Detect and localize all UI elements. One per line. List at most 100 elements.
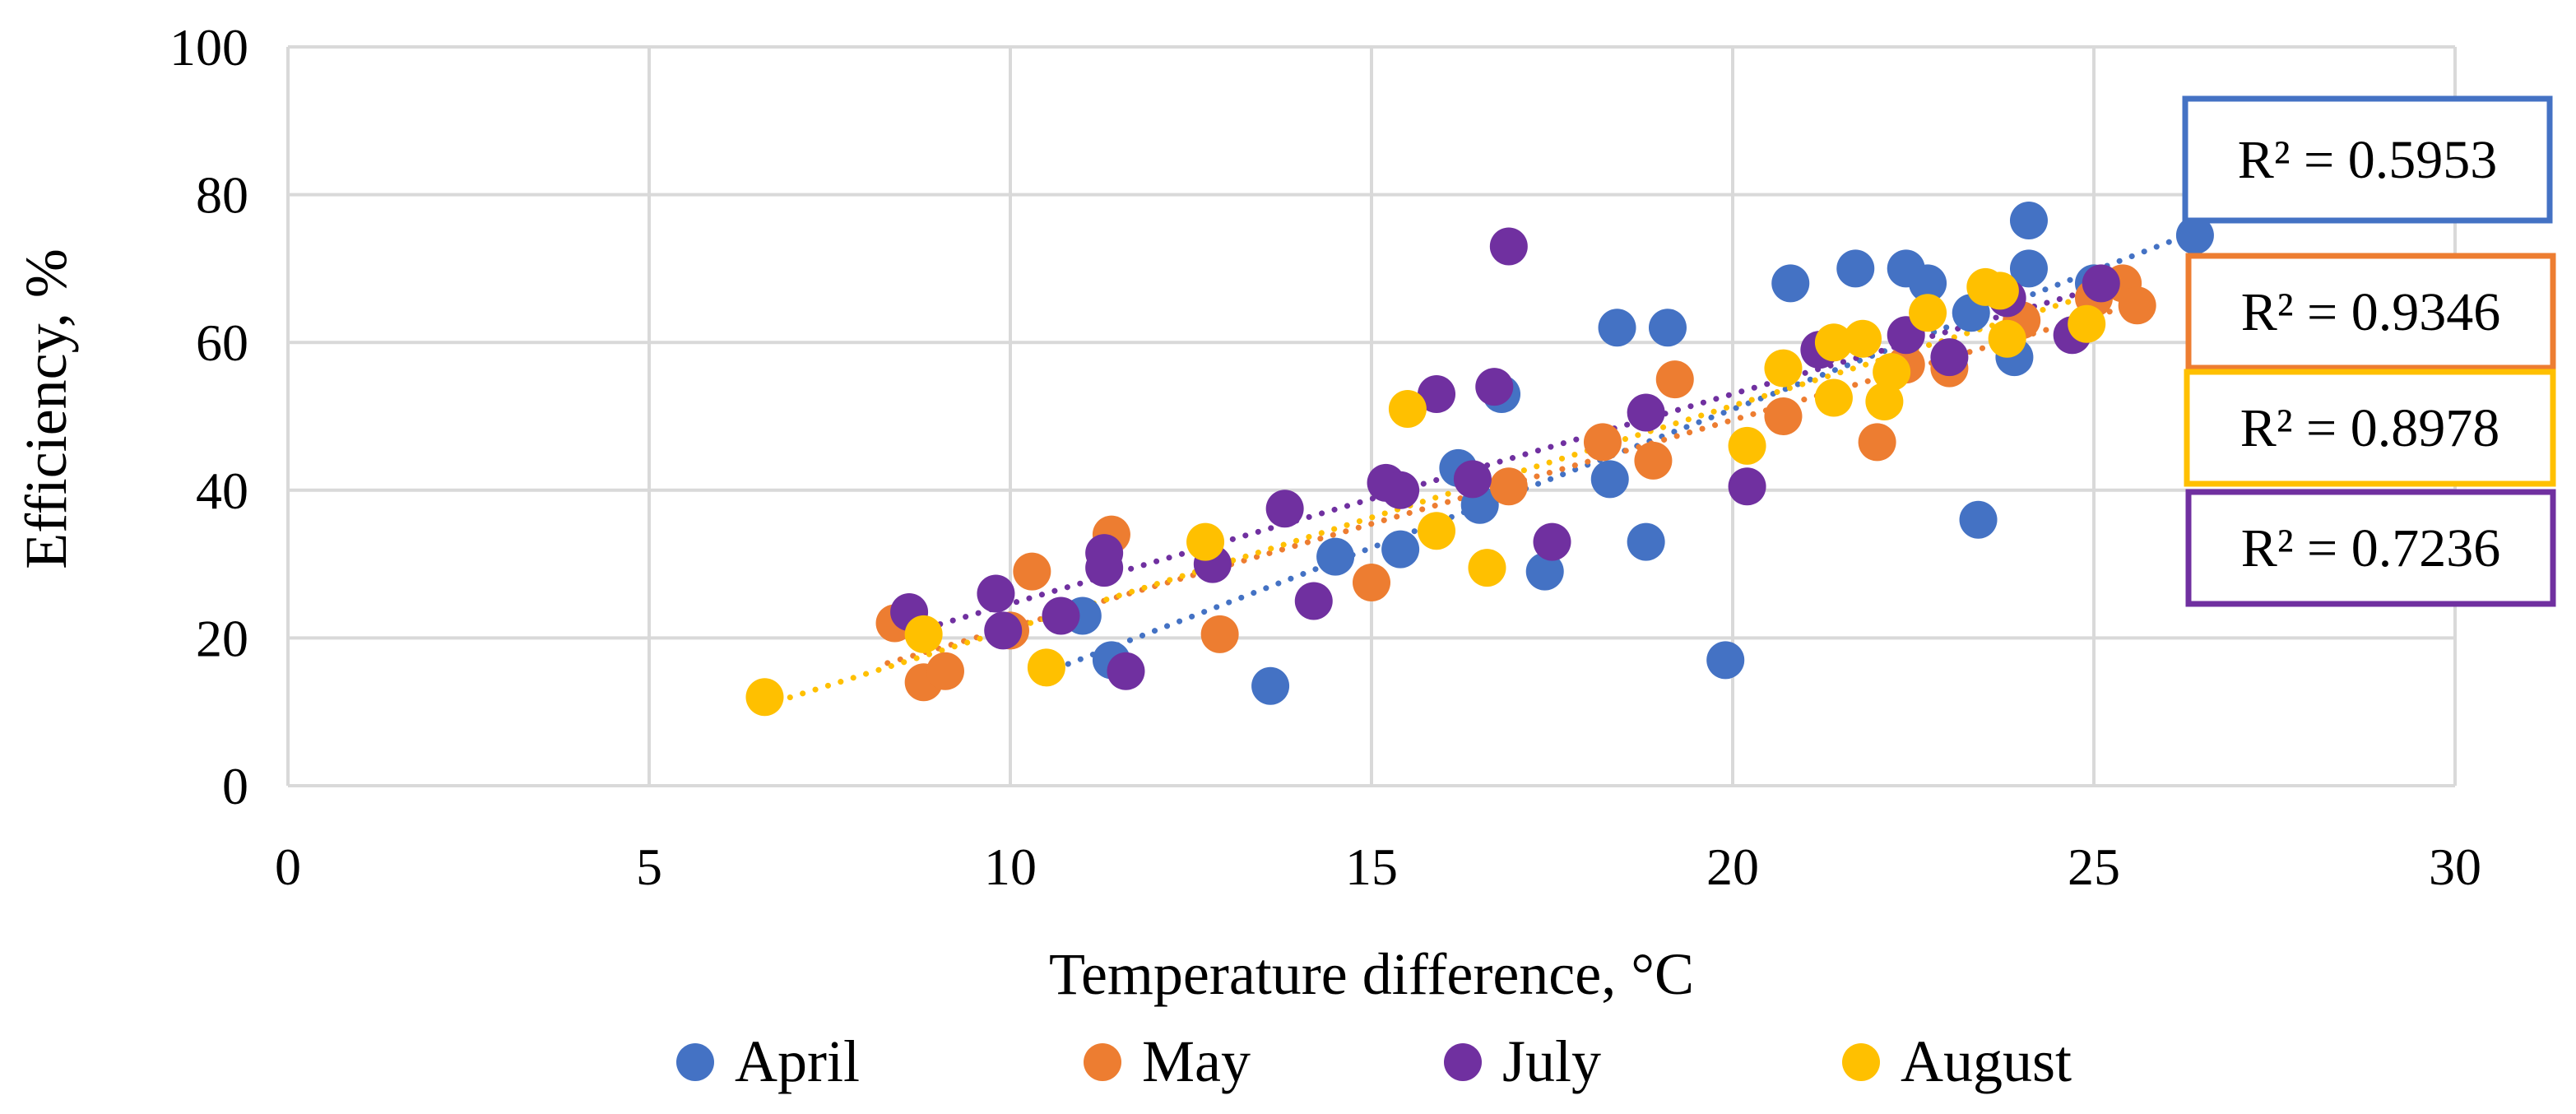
point-april: [1590, 460, 1629, 499]
point-august: [2068, 304, 2106, 343]
y-tick-label: 60: [196, 313, 248, 372]
legend-item-may: May: [1084, 1028, 1251, 1094]
x-tick-label: 5: [636, 838, 662, 896]
point-july: [1728, 467, 1766, 506]
r-squared-labels: R² = 0.5953 R² = 0.9346 R² = 0.8978 R² = 0.…: [2182, 95, 2556, 607]
point-august: [1988, 319, 2026, 358]
point-april: [2175, 216, 2214, 254]
r2-label-july: R² = 0.7236: [2185, 489, 2556, 607]
legend-label: August: [1901, 1028, 2072, 1094]
data-points: [745, 202, 2214, 717]
y-axis-title: Efficiency, %: [13, 248, 79, 569]
x-tick-label: 10: [984, 838, 1037, 896]
y-tick-label: 0: [222, 757, 248, 815]
point-may: [1200, 615, 1239, 653]
r2-value: R² = 0.5953: [2238, 130, 2498, 190]
y-tick-label: 80: [196, 166, 248, 225]
point-april: [1525, 552, 1564, 591]
x-tick-label: 25: [2068, 838, 2120, 896]
point-august: [1027, 648, 1065, 687]
r2-box: [2185, 489, 2556, 607]
legend: April May July August: [676, 1028, 2072, 1094]
legend-marker: [1842, 1043, 1880, 1081]
point-july: [2082, 264, 2120, 303]
point-april: [1836, 249, 1875, 288]
point-april: [1316, 537, 1355, 576]
point-july: [1265, 490, 1304, 528]
r2-value: R² = 0.7236: [2241, 518, 2501, 578]
point-april: [1598, 309, 1636, 347]
x-tick-label: 20: [1706, 838, 1759, 896]
point-april: [1959, 500, 1998, 539]
trendline-august: [761, 293, 2090, 708]
point-april: [1251, 666, 1290, 705]
legend-label: April: [735, 1028, 860, 1094]
legend-marker: [676, 1043, 714, 1081]
point-july: [984, 611, 1023, 650]
point-april: [1627, 522, 1665, 561]
point-may: [1764, 397, 1803, 435]
point-july: [1930, 338, 1969, 377]
point-august: [1873, 353, 1911, 392]
point-july: [1489, 227, 1528, 266]
r2-box: [2182, 95, 2553, 224]
point-may: [1583, 423, 1622, 462]
point-may: [1013, 552, 1051, 591]
grid-lines: [286, 45, 2457, 787]
point-july: [1627, 393, 1665, 432]
point-may: [1634, 441, 1673, 480]
r2-label-may: R² = 0.9346: [2185, 253, 2556, 371]
point-may: [926, 652, 964, 690]
y-tick-label: 40: [196, 462, 248, 520]
x-tick-label: 30: [2429, 838, 2481, 896]
point-july: [1533, 522, 1571, 561]
r2-value: R² = 0.9346: [2241, 282, 2501, 342]
point-august: [904, 615, 943, 653]
legend-item-august: August: [1842, 1028, 2072, 1094]
point-august: [745, 678, 784, 717]
point-april: [2009, 202, 2048, 240]
point-august: [1909, 294, 1947, 332]
tick-labels: 0 20 40 60 80 100 0 5 10 15 20 25 30: [169, 18, 2481, 896]
point-july: [1042, 596, 1080, 635]
point-august: [1844, 319, 1882, 358]
point-august: [1728, 426, 1766, 465]
y-tick-label: 100: [169, 18, 248, 77]
point-july: [1475, 368, 1514, 406]
point-july: [1418, 375, 1456, 414]
point-april: [1706, 641, 1745, 680]
point-august: [1186, 522, 1225, 561]
point-august: [1388, 390, 1427, 429]
point-july: [977, 574, 1015, 613]
point-may: [1858, 423, 1896, 462]
point-august: [1418, 512, 1456, 550]
point-april: [1771, 264, 1810, 303]
y-tick-label: 20: [196, 609, 248, 667]
x-tick-label: 0: [275, 838, 301, 896]
point-may: [1353, 564, 1390, 602]
point-april: [1909, 264, 1947, 303]
point-august: [1468, 549, 1506, 587]
legend-label: July: [1502, 1028, 1601, 1094]
legend-marker: [1084, 1043, 1121, 1081]
r2-label-april: R² = 0.5953: [2182, 95, 2553, 224]
point-may: [1489, 467, 1528, 506]
point-august: [1865, 383, 1904, 421]
point-july: [1085, 549, 1124, 587]
point-july: [1294, 582, 1333, 620]
x-axis-title: Temperature difference, °C: [1049, 941, 1694, 1007]
r2-value: R² = 0.8978: [2240, 398, 2500, 458]
point-july: [1107, 652, 1145, 690]
point-may: [2118, 286, 2156, 325]
point-april: [1381, 530, 1420, 569]
point-april: [1648, 309, 1687, 347]
point-august: [1980, 272, 2019, 310]
legend-marker: [1444, 1043, 1482, 1081]
point-july: [1381, 471, 1420, 509]
point-april: [2009, 249, 2048, 288]
r2-box: [2185, 253, 2556, 371]
r2-label-august: R² = 0.8978: [2184, 369, 2556, 487]
legend-item-july: July: [1444, 1028, 1601, 1094]
x-tick-label: 15: [1345, 838, 1398, 896]
legend-label: May: [1142, 1028, 1251, 1094]
